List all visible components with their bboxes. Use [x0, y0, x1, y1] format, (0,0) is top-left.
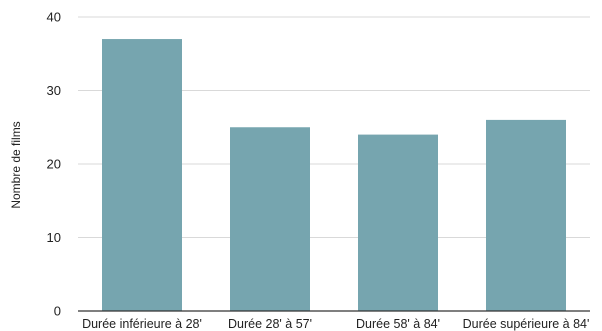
- y-tick-label: 20: [47, 157, 61, 172]
- x-tick-labels: Durée inférieure à 28' Durée 28' à 57' Dur…: [82, 317, 589, 331]
- y-tick-label: 0: [54, 304, 61, 319]
- y-tick-label: 10: [47, 230, 61, 245]
- y-tick-label: 40: [47, 10, 61, 25]
- bars: [102, 39, 566, 312]
- x-tick-label: Durée 28' à 57': [228, 317, 312, 331]
- bar: [358, 134, 438, 311]
- bar: [102, 39, 182, 312]
- bar: [486, 119, 566, 312]
- y-axis-title: Nombre de films: [9, 121, 23, 208]
- bar: [230, 127, 310, 311]
- y-tick-label: 30: [47, 83, 61, 98]
- x-tick-label: Durée 58' à 84': [356, 317, 440, 331]
- y-tick-labels: 0 10 20 30 40: [47, 10, 61, 319]
- x-tick-label: Durée supérieure à 84': [463, 317, 590, 331]
- x-tick-label: Durée inférieure à 28': [82, 317, 202, 331]
